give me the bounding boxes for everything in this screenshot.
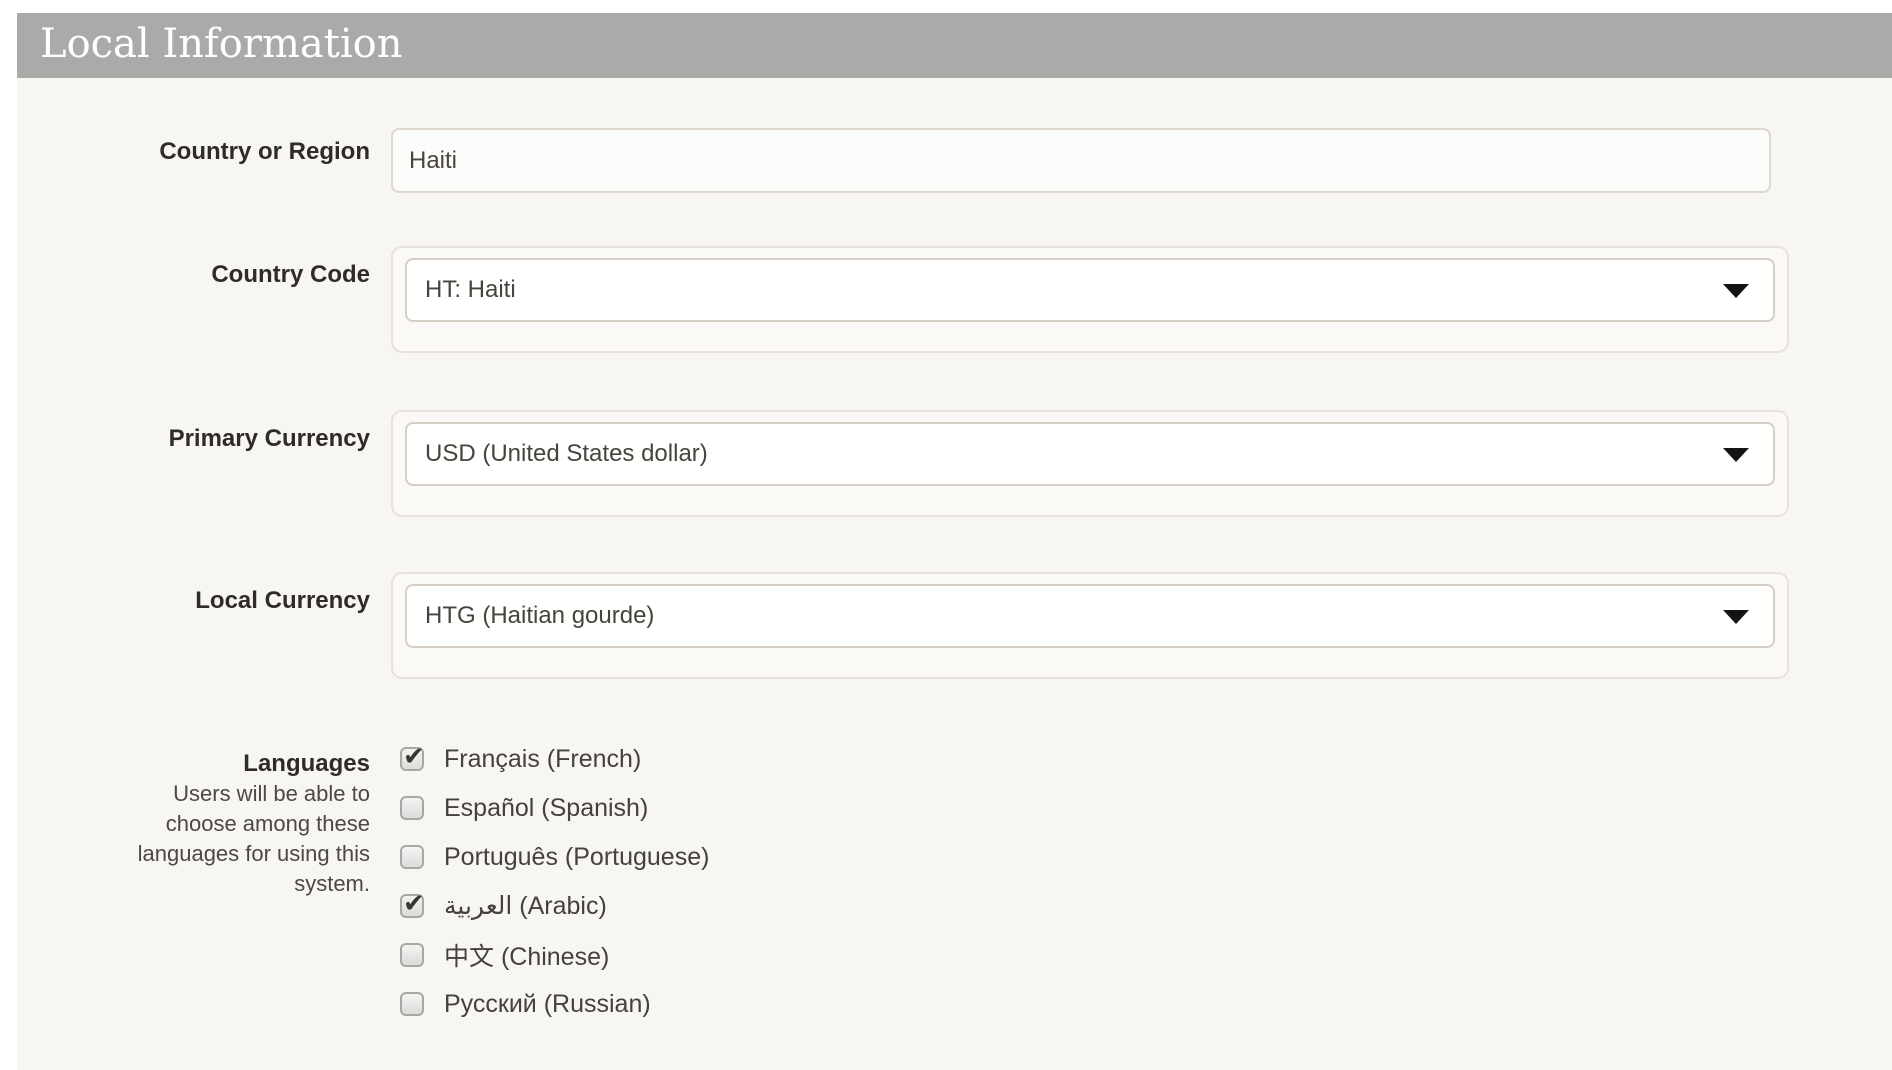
language-checkbox-arabic[interactable]: [400, 889, 425, 919]
local-currency-select-wrapper: HTG (Haitian gourde): [391, 572, 1789, 679]
country-or-region-input[interactable]: [391, 128, 1771, 193]
language-checkbox-spanish[interactable]: [400, 796, 424, 820]
language-option-label: Español (Spanish): [444, 793, 649, 822]
form-row-primary-currency: Primary Currency USD (United States doll…: [17, 410, 1892, 517]
country-code-select[interactable]: HT: Haiti: [405, 258, 1775, 322]
local-currency-label: Local Currency: [195, 587, 370, 614]
primary-currency-select[interactable]: USD (United States dollar): [405, 422, 1775, 486]
local-information-form: Country or Region Country Code HT: Haiti…: [17, 78, 1892, 1041]
country-code-label: Country Code: [211, 261, 370, 288]
language-option-chinese[interactable]: 中文 (Chinese): [400, 943, 709, 971]
country-or-region-label: Country or Region: [159, 138, 370, 165]
language-option-arabic[interactable]: العربية (Arabic): [400, 889, 709, 920]
primary-currency-selected-value: USD (United States dollar): [425, 440, 708, 467]
language-option-portuguese[interactable]: Português (Portuguese): [400, 842, 710, 871]
languages-label: Languages: [243, 750, 370, 777]
form-row-country-code: Country Code HT: Haiti: [17, 246, 1892, 353]
country-code-selected-value: HT: Haiti: [425, 276, 516, 303]
languages-help-text: Users will be able to choose among these…: [137, 781, 370, 896]
primary-currency-label: Primary Currency: [168, 425, 370, 452]
primary-currency-select-wrapper: USD (United States dollar): [391, 410, 1789, 517]
language-checkbox-portuguese[interactable]: [400, 845, 424, 869]
language-option-label: Français (French): [444, 744, 642, 773]
form-row-languages: Languages Users will be able to choose a…: [17, 742, 1892, 1041]
form-row-local-currency: Local Currency HTG (Haitian gourde): [17, 572, 1892, 679]
chevron-down-icon: [1723, 610, 1749, 624]
language-option-label: Português (Portuguese): [444, 842, 710, 871]
chevron-down-icon: [1723, 284, 1749, 298]
language-option-label: Русский (Russian): [444, 989, 651, 1018]
language-option-russian[interactable]: Русский (Russian): [400, 989, 709, 1018]
language-option-spanish[interactable]: Español (Spanish): [400, 793, 709, 822]
language-checkbox-french[interactable]: [400, 742, 425, 772]
local-information-panel: Local Information Country or Region Coun…: [17, 13, 1892, 1070]
page-title: Local Information: [40, 21, 403, 67]
form-row-country-or-region: Country or Region: [17, 128, 1892, 193]
language-checkbox-chinese[interactable]: [400, 943, 424, 967]
section-header: Local Information: [17, 13, 1892, 78]
chevron-down-icon: [1723, 448, 1749, 462]
local-currency-selected-value: HTG (Haitian gourde): [425, 602, 655, 629]
language-checkbox-russian[interactable]: [400, 992, 424, 1016]
local-currency-select[interactable]: HTG (Haitian gourde): [405, 584, 1775, 648]
country-code-select-wrapper: HT: Haiti: [391, 246, 1789, 353]
language-option-french[interactable]: Français (French): [400, 742, 709, 773]
language-option-label: 中文 (Chinese): [444, 943, 610, 971]
language-option-label: العربية (Arabic): [444, 892, 607, 920]
languages-label-block: Languages Users will be able to choose a…: [17, 747, 391, 899]
languages-options: Français (French) Español (Spanish) Port…: [400, 742, 710, 1041]
